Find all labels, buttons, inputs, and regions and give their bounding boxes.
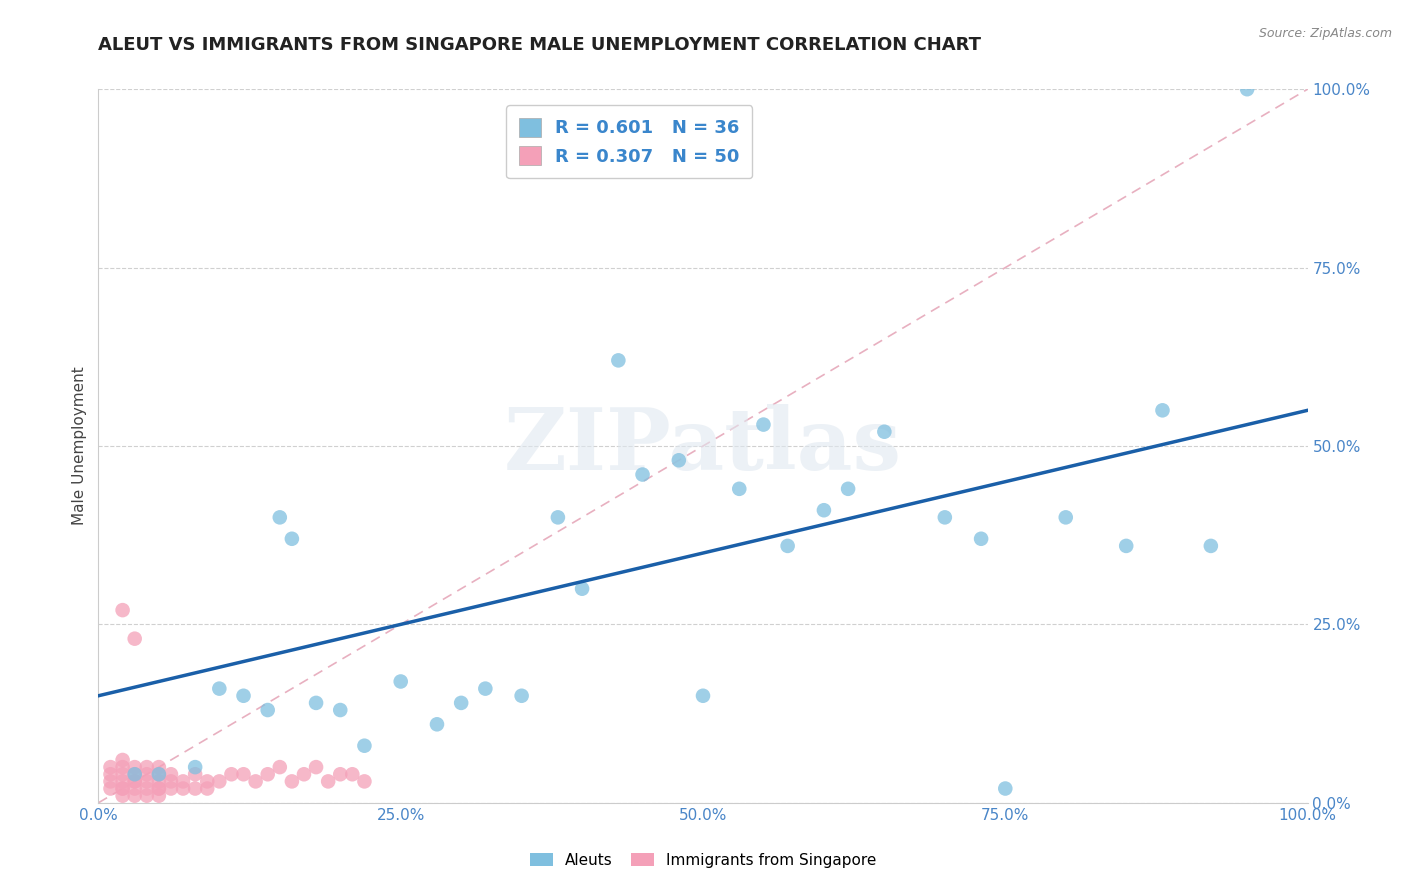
Point <box>148 774 170 789</box>
Point <box>208 774 231 789</box>
Point <box>1115 539 1137 553</box>
Point <box>208 681 231 696</box>
Point <box>692 689 714 703</box>
Point <box>172 774 194 789</box>
Point <box>873 425 896 439</box>
Text: Source: ZipAtlas.com: Source: ZipAtlas.com <box>1258 27 1392 40</box>
Point <box>124 789 146 803</box>
Point <box>135 774 157 789</box>
Point <box>281 532 304 546</box>
Point <box>124 760 146 774</box>
Y-axis label: Male Unemployment: Male Unemployment <box>72 367 87 525</box>
Point <box>1152 403 1174 417</box>
Point <box>124 774 146 789</box>
Point <box>342 767 364 781</box>
Point <box>148 781 170 796</box>
Point <box>160 781 183 796</box>
Point <box>148 781 170 796</box>
Point <box>474 681 496 696</box>
Point <box>426 717 449 731</box>
Point <box>329 767 352 781</box>
Point <box>195 774 218 789</box>
Point <box>305 760 328 774</box>
Point <box>124 781 146 796</box>
Point <box>245 774 267 789</box>
Point <box>1236 82 1258 96</box>
Point <box>111 774 134 789</box>
Point <box>232 689 254 703</box>
Point <box>124 767 146 781</box>
Point <box>135 760 157 774</box>
Point <box>1199 539 1222 553</box>
Point <box>172 781 194 796</box>
Point <box>305 696 328 710</box>
Point <box>124 767 146 781</box>
Point <box>316 774 339 789</box>
Point <box>631 467 654 482</box>
Point <box>111 767 134 781</box>
Point <box>728 482 751 496</box>
Point <box>232 767 254 781</box>
Point <box>135 781 157 796</box>
Point <box>184 767 207 781</box>
Point <box>970 532 993 546</box>
Point <box>329 703 352 717</box>
Point <box>160 767 183 781</box>
Point <box>269 760 291 774</box>
Point <box>184 760 207 774</box>
Point <box>124 774 146 789</box>
Point <box>111 781 134 796</box>
Point <box>100 781 122 796</box>
Point <box>1054 510 1077 524</box>
Text: ZIPatlas: ZIPatlas <box>503 404 903 488</box>
Point <box>160 774 183 789</box>
Point <box>111 753 134 767</box>
Point <box>221 767 243 781</box>
Point <box>111 781 134 796</box>
Point <box>752 417 775 432</box>
Point <box>389 674 412 689</box>
Point <box>135 789 157 803</box>
Point <box>607 353 630 368</box>
Point <box>195 781 218 796</box>
Point <box>256 767 278 781</box>
Point <box>148 767 170 781</box>
Point <box>135 767 157 781</box>
Point <box>148 767 170 781</box>
Legend: R = 0.601   N = 36, R = 0.307   N = 50: R = 0.601 N = 36, R = 0.307 N = 50 <box>506 105 752 178</box>
Point <box>837 482 859 496</box>
Point <box>100 760 122 774</box>
Text: ALEUT VS IMMIGRANTS FROM SINGAPORE MALE UNEMPLOYMENT CORRELATION CHART: ALEUT VS IMMIGRANTS FROM SINGAPORE MALE … <box>98 36 981 54</box>
Point <box>353 739 375 753</box>
Point <box>668 453 690 467</box>
Point <box>100 774 122 789</box>
Point <box>571 582 593 596</box>
Point <box>100 767 122 781</box>
Point <box>148 760 170 774</box>
Point <box>934 510 956 524</box>
Point <box>292 767 315 781</box>
Point <box>111 603 134 617</box>
Point <box>124 632 146 646</box>
Point <box>281 774 304 789</box>
Point <box>256 703 278 717</box>
Point <box>148 789 170 803</box>
Point <box>269 510 291 524</box>
Point <box>184 781 207 796</box>
Legend: Aleuts, Immigrants from Singapore: Aleuts, Immigrants from Singapore <box>522 845 884 875</box>
Point <box>776 539 799 553</box>
Point <box>994 781 1017 796</box>
Point <box>353 774 375 789</box>
Point <box>111 789 134 803</box>
Point <box>547 510 569 524</box>
Point <box>111 760 134 774</box>
Point <box>450 696 472 710</box>
Point <box>510 689 533 703</box>
Point <box>813 503 835 517</box>
